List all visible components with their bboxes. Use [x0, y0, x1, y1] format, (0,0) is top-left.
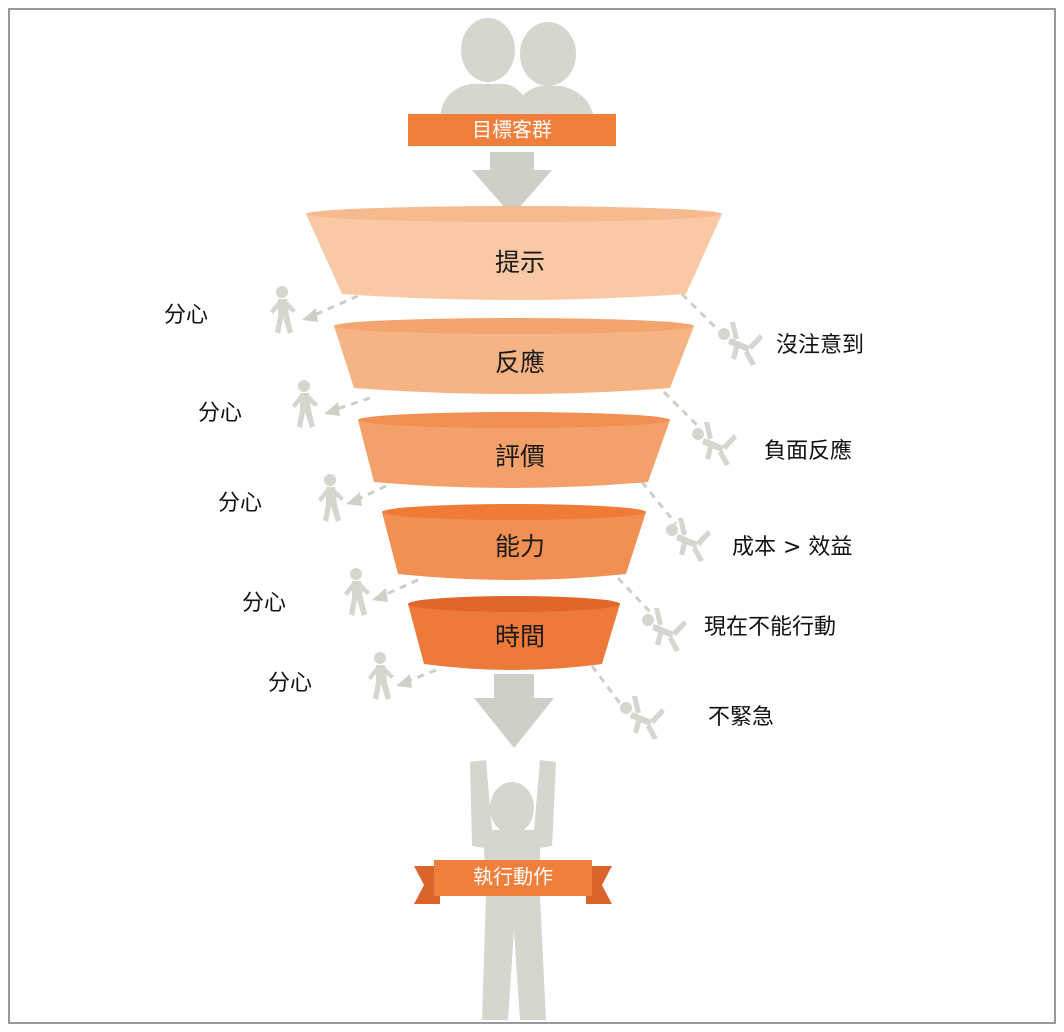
funnel-stage-1: 提示: [306, 206, 722, 300]
stage-label-evaluation: 評價: [495, 442, 545, 471]
right-label-1: 沒注意到: [776, 333, 864, 358]
exit-arrow-icon: [474, 674, 554, 748]
left-label-1: 分心: [164, 303, 208, 328]
audience-figures-icon: [440, 18, 594, 118]
funnel-stage-3: 評價: [358, 412, 670, 488]
stage-label-reaction: 反應: [495, 348, 545, 377]
entry-arrow-icon: [472, 152, 552, 216]
target-audience-label: 目標客群: [472, 118, 552, 142]
left-label-2: 分心: [198, 401, 242, 426]
right-label-5: 不緊急: [708, 705, 774, 730]
take-action-banner: 執行動作: [414, 860, 612, 904]
left-label-4: 分心: [242, 591, 286, 616]
left-label-3: 分心: [218, 491, 262, 516]
take-action-label: 執行動作: [473, 865, 553, 889]
stage-label-cue: 提示: [495, 248, 545, 277]
branch-arrowheads: [302, 308, 412, 688]
funnel-stage-4: 能力: [382, 504, 646, 580]
funnel-stage-2: 反應: [334, 318, 694, 394]
stage-label-ability: 能力: [495, 532, 545, 561]
right-label-4: 現在不能行動: [704, 615, 836, 640]
right-label-2: 負面反應: [764, 438, 852, 464]
stage-label-time: 時間: [495, 622, 545, 651]
funnel-stage-5: 時間: [408, 596, 620, 670]
branch-arrows: [311, 292, 720, 707]
left-label-5: 分心: [268, 671, 312, 696]
right-label-3: 成本 > 效益: [732, 535, 852, 560]
target-audience-banner: 目標客群: [408, 114, 616, 146]
